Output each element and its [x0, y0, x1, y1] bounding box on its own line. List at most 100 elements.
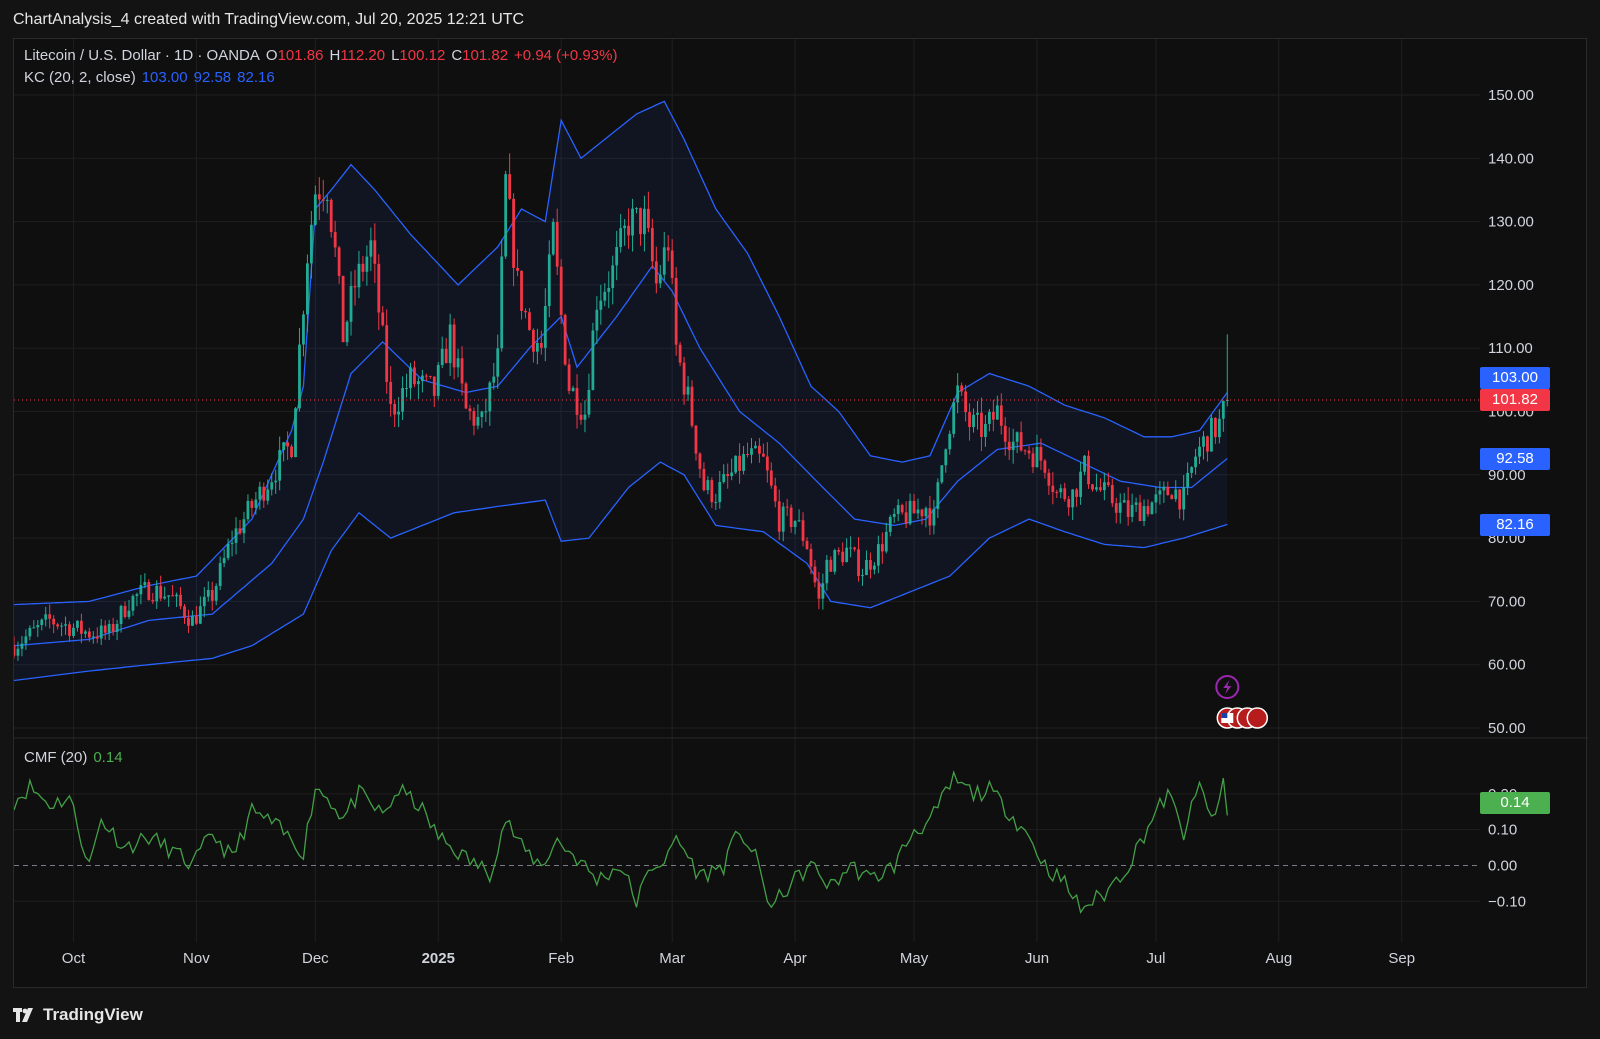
candle-body	[1194, 456, 1197, 468]
time-axis-tick: Jun	[1025, 950, 1049, 967]
candle-body	[1158, 490, 1162, 495]
candle-body	[40, 619, 44, 626]
candle-body	[1067, 499, 1071, 508]
kc-upper-line	[14, 100, 1228, 606]
candle-body	[845, 547, 849, 563]
price-axis-tick: 150.00	[1488, 87, 1534, 104]
candle-body	[1043, 460, 1047, 473]
candle-body	[1106, 482, 1110, 485]
candle-body	[381, 312, 385, 326]
time-axis-tick: Jul	[1146, 950, 1165, 967]
candle-body	[377, 263, 381, 313]
candle-body	[1154, 494, 1158, 503]
candle-body	[191, 615, 194, 626]
candle-body	[1083, 455, 1086, 472]
candle-body	[726, 474, 730, 477]
candle-body	[1099, 487, 1102, 491]
candle-body	[754, 445, 757, 449]
candle-body	[270, 482, 274, 490]
candle-body	[865, 560, 868, 576]
candle-body	[706, 480, 710, 491]
candle-body	[551, 221, 555, 255]
candle-body	[1031, 453, 1035, 468]
price-axis-tick: 90.00	[1488, 467, 1526, 484]
candle-body	[623, 225, 627, 229]
time-axis-tick: May	[900, 950, 929, 967]
candle-body	[1166, 486, 1170, 496]
candle-body	[654, 261, 658, 284]
candle-body	[278, 450, 282, 481]
candle-body	[1142, 506, 1146, 522]
footer-brand-label: TradingView	[43, 1005, 143, 1024]
candle-body	[504, 174, 508, 257]
candle-body	[571, 387, 575, 391]
candle-body	[734, 455, 738, 473]
candle-body	[833, 550, 837, 572]
candle-body	[849, 547, 853, 549]
candle-body	[1178, 489, 1182, 510]
time-axis-tick: Feb	[548, 950, 574, 967]
candle-body	[595, 309, 599, 331]
candle-body	[1217, 418, 1221, 438]
candle-body	[765, 456, 769, 471]
candle-body	[980, 412, 983, 437]
candle-body	[306, 263, 309, 315]
high-label: H	[329, 47, 341, 64]
candle-body	[274, 480, 278, 483]
candle-body	[746, 454, 749, 456]
candle-body	[1079, 471, 1082, 497]
candle-body	[159, 585, 163, 599]
candle-body	[1091, 484, 1094, 490]
candle-body	[710, 480, 714, 503]
candle-body	[198, 606, 202, 624]
candle-body	[972, 414, 975, 428]
candle-body	[163, 596, 167, 599]
candle-body	[682, 362, 686, 395]
candle-body	[611, 265, 615, 289]
candle-body	[468, 408, 472, 412]
candle-body	[373, 240, 377, 264]
candle-body	[202, 596, 206, 607]
candle-body	[155, 585, 159, 602]
candle-body	[87, 631, 91, 638]
candle-body	[690, 386, 694, 426]
time-axis-tick: Aug	[1265, 950, 1292, 967]
candle-body	[805, 540, 809, 549]
candle-body	[1023, 450, 1027, 452]
candle-body	[492, 376, 496, 383]
chart-svg[interactable]: 150.00140.00130.00120.00110.00100.0090.0…	[14, 39, 1588, 989]
candle-body	[440, 348, 444, 366]
candle-body	[1150, 502, 1154, 515]
candle-body	[853, 547, 856, 550]
candle-body	[16, 648, 20, 656]
candle-body	[928, 508, 932, 526]
chart-panel[interactable]: 150.00 140.00 130.00 120.00 110.00 100.00 90.0…	[13, 38, 1588, 989]
cmf-value: 0.14	[93, 749, 123, 766]
attribution-text: ChartAnalysis_4 created with TradingView…	[13, 11, 525, 28]
candle-body	[1210, 417, 1213, 452]
candle-body	[662, 247, 666, 275]
candle-body	[873, 565, 876, 570]
candle-body	[183, 606, 186, 618]
cmf-axis-tick: −0.10	[1488, 893, 1526, 910]
kc-label: KC (20, 2, close)	[24, 69, 136, 86]
candle-body	[1051, 485, 1055, 493]
kc-upper-value: 103.00	[141, 69, 188, 86]
candle-body	[1102, 482, 1106, 491]
candle-body	[333, 232, 337, 248]
candle-body	[353, 286, 357, 288]
candle-body	[246, 500, 250, 520]
candle-body	[512, 198, 515, 268]
open-label: O	[265, 47, 278, 64]
kc-band-fill	[14, 101, 1228, 681]
footer-brand[interactable]: TradingView	[13, 1005, 143, 1025]
candle-body	[1015, 432, 1019, 442]
candle-body	[1174, 489, 1178, 500]
candle-body	[761, 453, 765, 457]
candle-body	[290, 446, 293, 458]
candle-body	[631, 208, 634, 236]
candle-body	[1019, 432, 1023, 451]
candle-body	[210, 590, 214, 601]
candle-body	[337, 247, 341, 276]
time-axis-tick: Mar	[659, 950, 685, 967]
